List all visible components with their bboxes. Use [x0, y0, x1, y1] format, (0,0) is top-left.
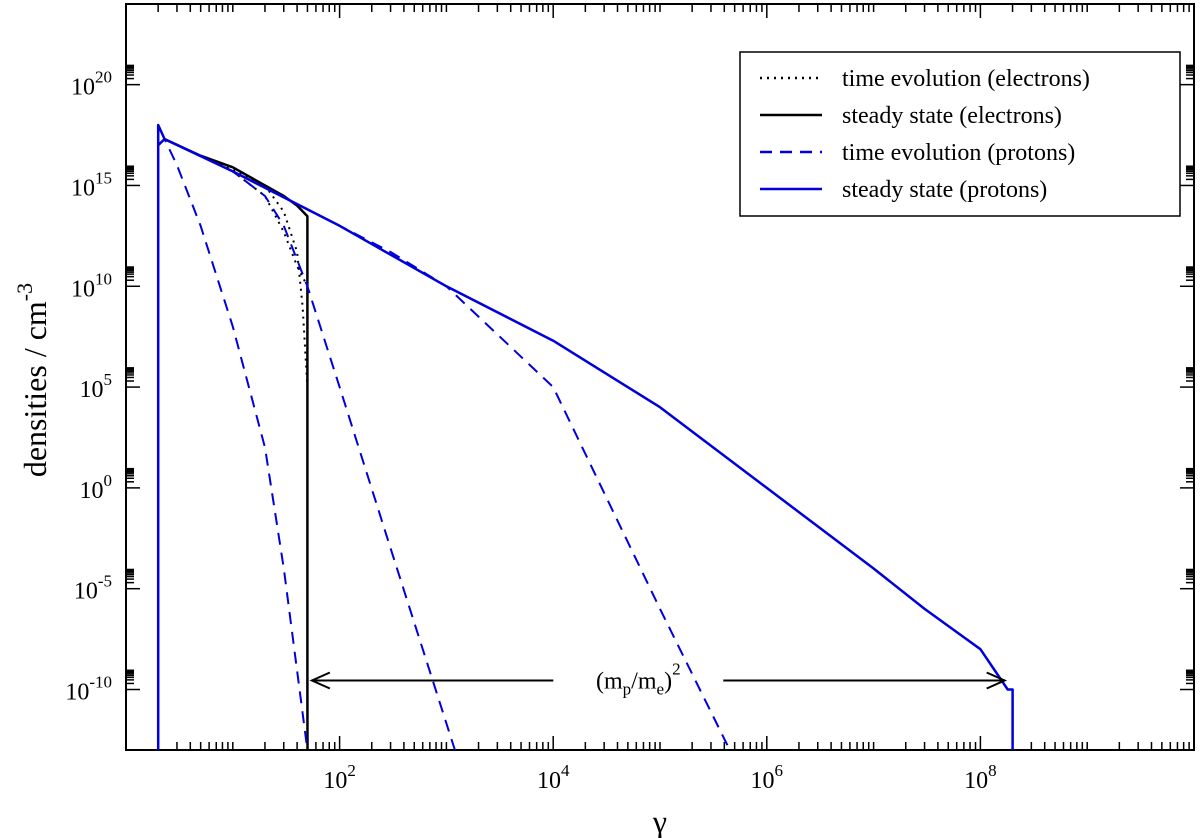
- legend-label: steady state (electrons): [842, 103, 1062, 129]
- legend-label: time evolution (electrons): [842, 66, 1090, 92]
- x-tick-label: 102: [323, 761, 356, 794]
- mass-ratio-label: (mp/me)2: [596, 660, 681, 699]
- series-line-0-0: [157, 138, 309, 287]
- x-tick-label: 106: [751, 761, 784, 794]
- y-tick-label: 1015: [71, 168, 112, 201]
- y-tick-labels: 10-10 10-5 100 105 1010 1015 1020: [65, 68, 112, 706]
- legend-label: steady state (protons): [842, 177, 1047, 203]
- data-curves: [156, 123, 1014, 751]
- x-tick-labels: 102 104 106 108: [323, 761, 996, 794]
- y-tick-label: 1010: [71, 269, 112, 302]
- x-tick-label: 108: [964, 761, 997, 794]
- series-line-2-2: [157, 138, 731, 751]
- legend-label: time evolution (protons): [842, 140, 1075, 166]
- x-axis-title: γ: [652, 803, 667, 838]
- legend: time evolution (electrons) steady state (…: [739, 51, 1181, 217]
- y-axis-title-main: densities / cm: [17, 301, 53, 477]
- series-line-3-0: [156, 123, 1014, 750]
- y-tick-label: 10-5: [74, 572, 112, 605]
- arrowhead-right: [986, 671, 1008, 690]
- y-tick-label: 105: [80, 370, 113, 403]
- y-tick-label: 1020: [71, 68, 112, 101]
- y-tick-label: 10-10: [65, 673, 112, 706]
- tick-marks: [125, 4, 1194, 750]
- ratio-annotation: (mp/me)2: [309, 660, 1008, 699]
- x-tick-label: 104: [537, 761, 570, 794]
- y-tick-label: 100: [80, 471, 113, 504]
- arrowhead-left: [309, 671, 331, 690]
- y-axis-title: densities / cm-3: [12, 283, 53, 477]
- y-axis-title-exp: -3: [12, 283, 37, 301]
